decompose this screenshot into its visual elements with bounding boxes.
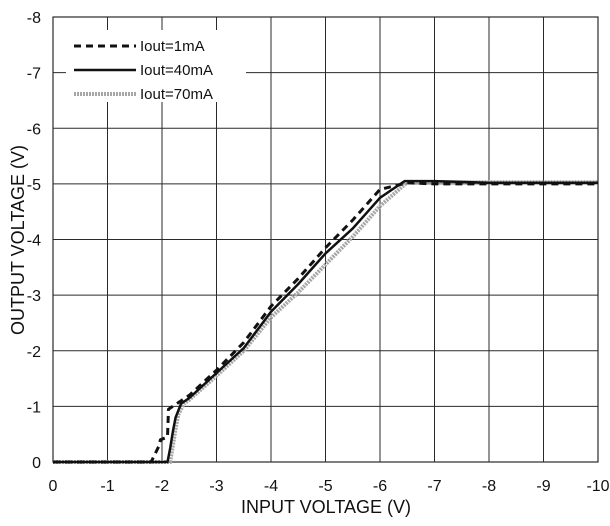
legend: Iout=1mA Iout=40mA Iout=70mA [66,30,246,103]
x-tick-label: -2 [155,478,169,495]
y-tick-label: -3 [27,288,41,305]
y-tick-label: -7 [27,66,41,83]
y-tick-label: 0 [32,455,41,472]
y-tick-label: -4 [27,233,41,250]
legend-label-40mA: Iout=40mA [140,62,213,79]
y-tick-label: -2 [27,344,41,361]
x-tick-label: -5 [318,478,332,495]
x-tick-label: -9 [536,478,550,495]
plot-frame [52,16,599,463]
y-tick-label: -5 [27,177,41,194]
x-tick-label: -8 [482,478,496,495]
y-tick-label: -8 [27,10,41,27]
legend-label-70mA: Iout=70mA [140,86,213,103]
x-tick-label: -10 [586,478,609,495]
series-line-iout-1ma [53,181,598,464]
series-line-iout-40ma [53,179,598,464]
legend-background [66,30,246,102]
x-axis-title: INPUT VOLTAGE (V) [241,497,411,517]
x-tick-label: 0 [49,478,58,495]
x-tick-label: -4 [264,478,278,495]
x-tick-label: -6 [373,478,387,495]
x-tick-label: -3 [209,478,223,495]
y-tick-label: -6 [27,121,41,138]
legend-label-1mA: Iout=1mA [140,38,205,55]
tick-labels: 0 -1 -2 -3 -4 -5 -6 -7 -8 -9 -10 0 -1 -2 -3 -4 -5 -6 -7 -8 [27,10,610,495]
y-axis-title: OUTPUT VOLTAGE (V) [8,145,28,335]
y-tick-label: -1 [27,399,41,416]
x-tick-label: -1 [100,478,114,495]
series-line-iout-70ma [53,180,598,464]
x-tick-label: -7 [427,478,441,495]
series-group [53,179,598,464]
